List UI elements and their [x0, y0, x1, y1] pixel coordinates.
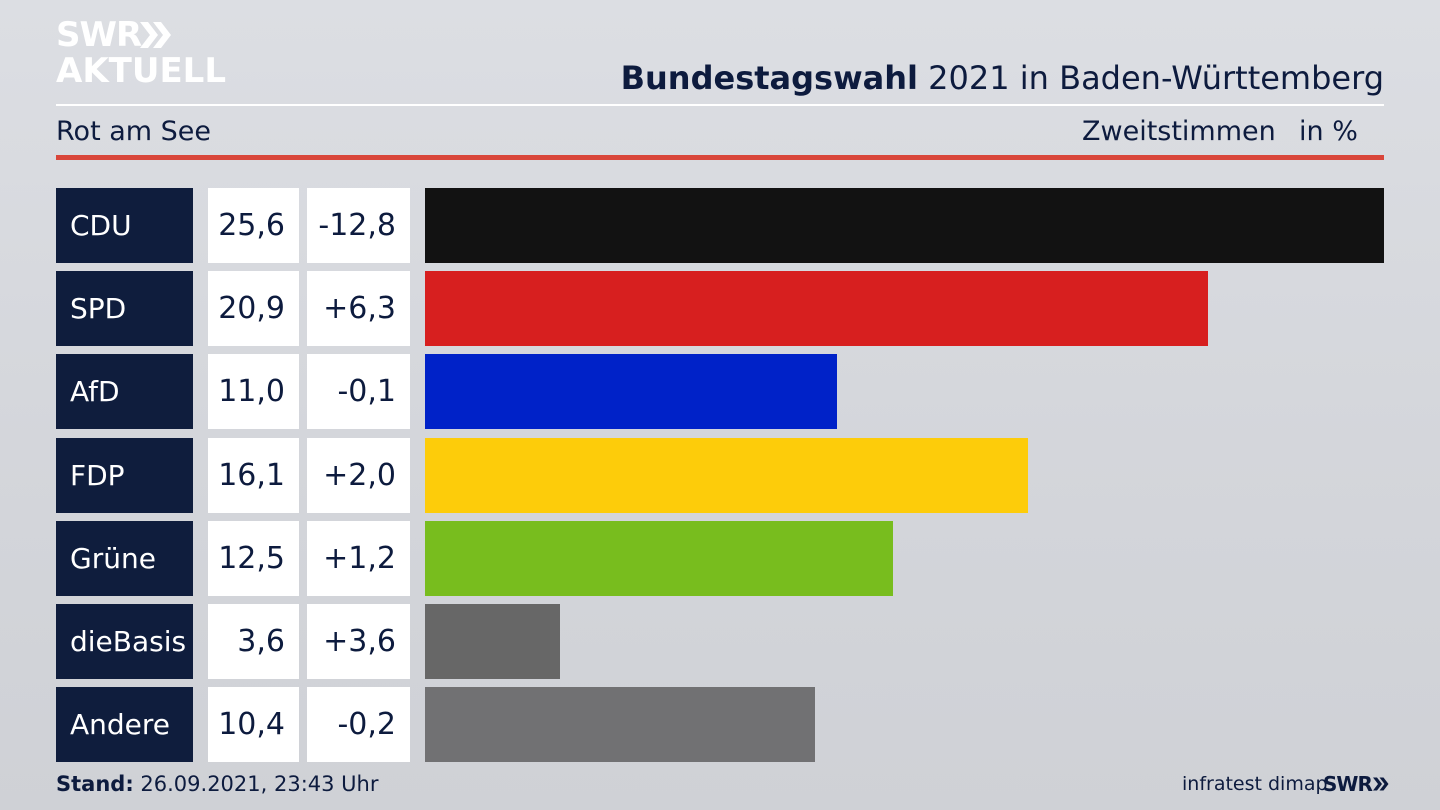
result-bar [425, 188, 1384, 263]
change-label: -0,2 [307, 687, 410, 763]
vote-share-label: 12,5 [208, 520, 299, 596]
logo-text-aktuell: AKTUELL [56, 51, 227, 91]
result-bar [425, 604, 560, 679]
header-divider [56, 104, 1384, 106]
logo-text-swr: SWR [56, 15, 142, 55]
double-chevron-icon [1372, 777, 1389, 791]
unit-label: in % [1299, 116, 1358, 147]
source-label: infratest dimap [1182, 773, 1328, 795]
vote-share-label: 10,4 [208, 687, 299, 763]
timestamp-value: 26.09.2021, 23:43 Uhr [133, 772, 379, 796]
party-label: Andere [56, 687, 193, 763]
vote-share-label: 20,9 [208, 271, 299, 347]
change-label: +2,0 [307, 437, 410, 513]
party-label: CDU [56, 188, 193, 263]
measure-label: Zweitstimmen [1082, 116, 1276, 147]
vote-share-label: 16,1 [208, 437, 299, 513]
result-bar [425, 437, 1028, 513]
result-bar [425, 271, 1208, 347]
accent-divider [56, 155, 1384, 160]
swr-footer-text: SWR [1323, 772, 1373, 796]
vote-share-label: 25,6 [208, 188, 299, 263]
party-label: Grüne [56, 520, 193, 596]
change-label: +1,2 [307, 520, 410, 596]
result-bar [425, 354, 837, 430]
party-label: FDP [56, 437, 193, 513]
double-chevron-icon [140, 22, 171, 48]
chart-row: FDP 16,1 +2,0 [0, 437, 1440, 513]
chart-title: Bundestagswahl 2021 in Baden-Württemberg [621, 58, 1384, 98]
chart-row: SPD 20,9 +6,3 [0, 271, 1440, 347]
change-label: +6,3 [307, 271, 410, 347]
chart-title-bold: Bundestagswahl [620, 59, 918, 97]
chart-row: dieBasis 3,6 +3,6 [0, 604, 1440, 679]
chart-row: CDU 25,6 -12,8 [0, 188, 1440, 263]
party-label: AfD [56, 354, 193, 430]
party-label: SPD [56, 271, 193, 347]
chart-title-rest: 2021 in Baden-Württemberg [917, 59, 1384, 97]
timestamp: Stand: 26.09.2021, 23:43 Uhr [56, 770, 379, 798]
vote-share-label: 11,0 [208, 354, 299, 430]
result-bar [425, 520, 893, 596]
chart-row: AfD 11,0 -0,1 [0, 354, 1440, 430]
chart-subtitle: Rot am See [56, 116, 212, 147]
swr-aktuell-logo: SWR AKTUELL [56, 18, 236, 90]
chart-row: Grüne 12,5 +1,2 [0, 520, 1440, 596]
vote-share-label: 3,6 [208, 604, 299, 679]
change-label: -0,1 [307, 354, 410, 430]
swr-footer-logo: SWR [1323, 771, 1389, 797]
change-label: -12,8 [307, 188, 410, 263]
result-bar [425, 687, 815, 763]
timestamp-label: Stand: [56, 772, 134, 796]
chart-row: Andere 10,4 -0,2 [0, 687, 1440, 763]
party-label: dieBasis [56, 604, 193, 679]
change-label: +3,6 [307, 604, 410, 679]
